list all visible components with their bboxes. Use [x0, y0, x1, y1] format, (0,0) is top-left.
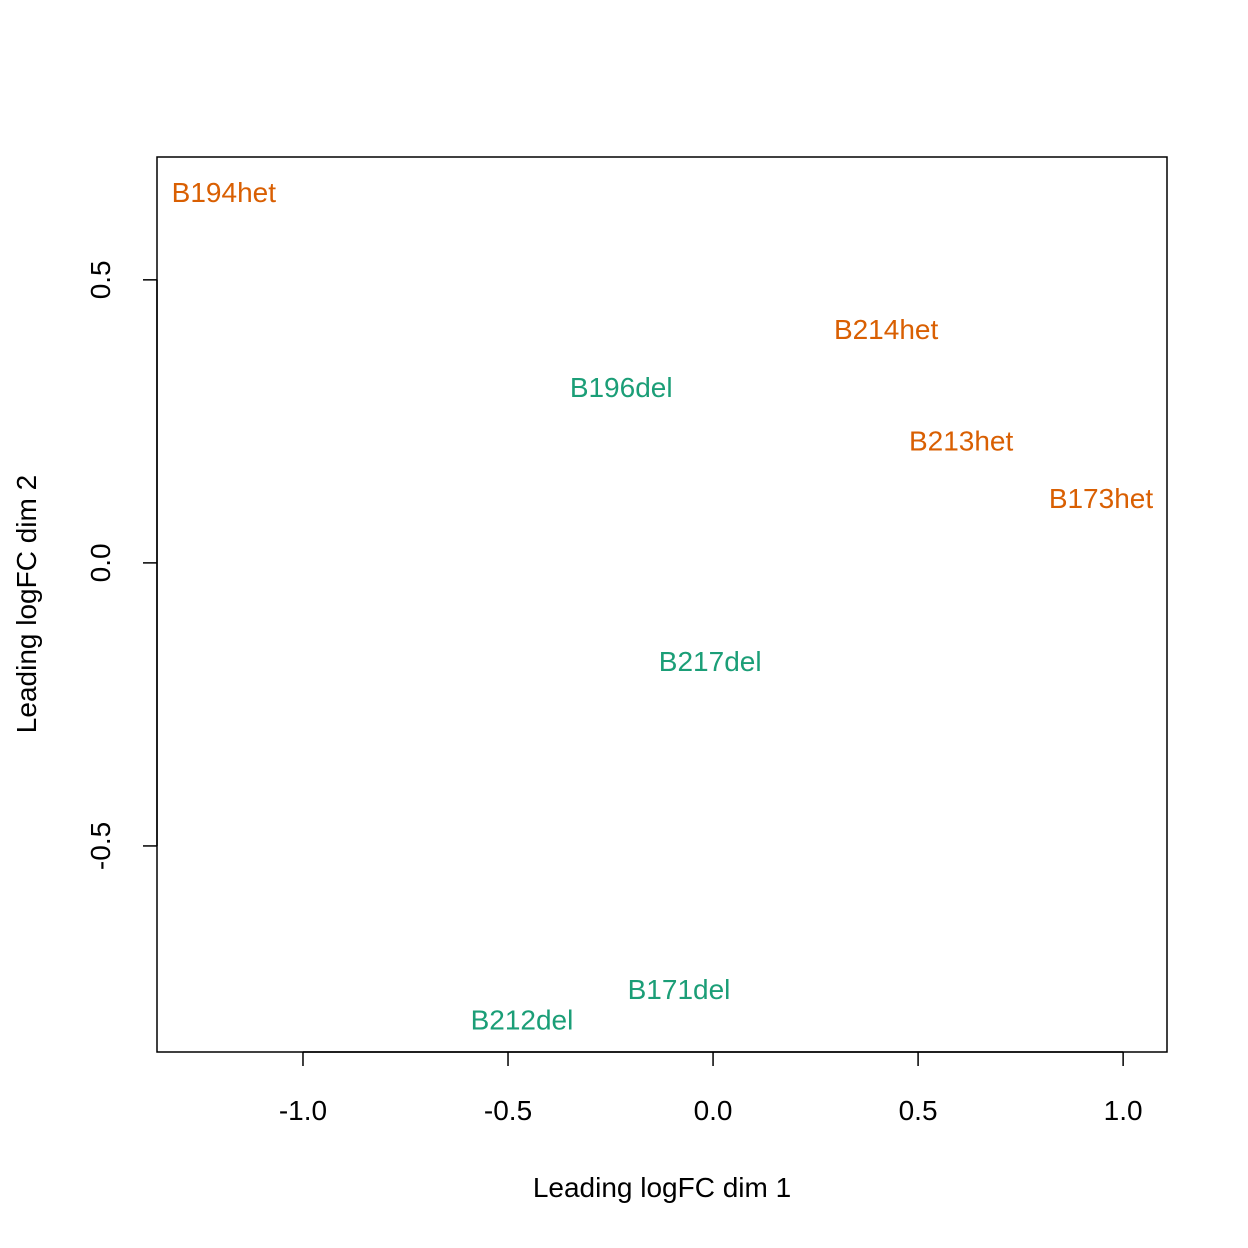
- y-tick-label: -0.5: [85, 822, 116, 870]
- point-label-B212del: B212del: [471, 1005, 574, 1036]
- plot-frame: [156, 156, 1168, 1053]
- point-label-B213het: B213het: [909, 426, 1014, 457]
- point-label-B217del: B217del: [659, 646, 762, 677]
- point-label-B214het: B214het: [834, 314, 939, 345]
- y-axis: -0.5 0.0 0.5: [85, 260, 158, 870]
- x-tick-label: 0.5: [899, 1095, 938, 1126]
- point-label-B171del: B171del: [628, 974, 731, 1005]
- point-labels: B194het B214het B196del B213het B173het B217d…: [172, 177, 1154, 1036]
- y-axis-label: Leading logFC dim 2: [11, 475, 42, 733]
- x-tick-label: -0.5: [484, 1095, 532, 1126]
- x-tick-label: -1.0: [279, 1095, 327, 1126]
- x-axis-label: Leading logFC dim 1: [533, 1172, 791, 1203]
- y-tick-label: 0.5: [85, 260, 116, 299]
- x-tick-label: 0.0: [694, 1095, 733, 1126]
- point-label-B194het: B194het: [172, 177, 277, 208]
- point-label-B173het: B173het: [1049, 483, 1154, 514]
- x-axis: -1.0 -0.5 0.0 0.5 1.0: [279, 1051, 1143, 1126]
- y-tick-label: 0.0: [85, 543, 116, 582]
- point-label-B196del: B196del: [570, 372, 673, 403]
- x-tick-label: 1.0: [1104, 1095, 1143, 1126]
